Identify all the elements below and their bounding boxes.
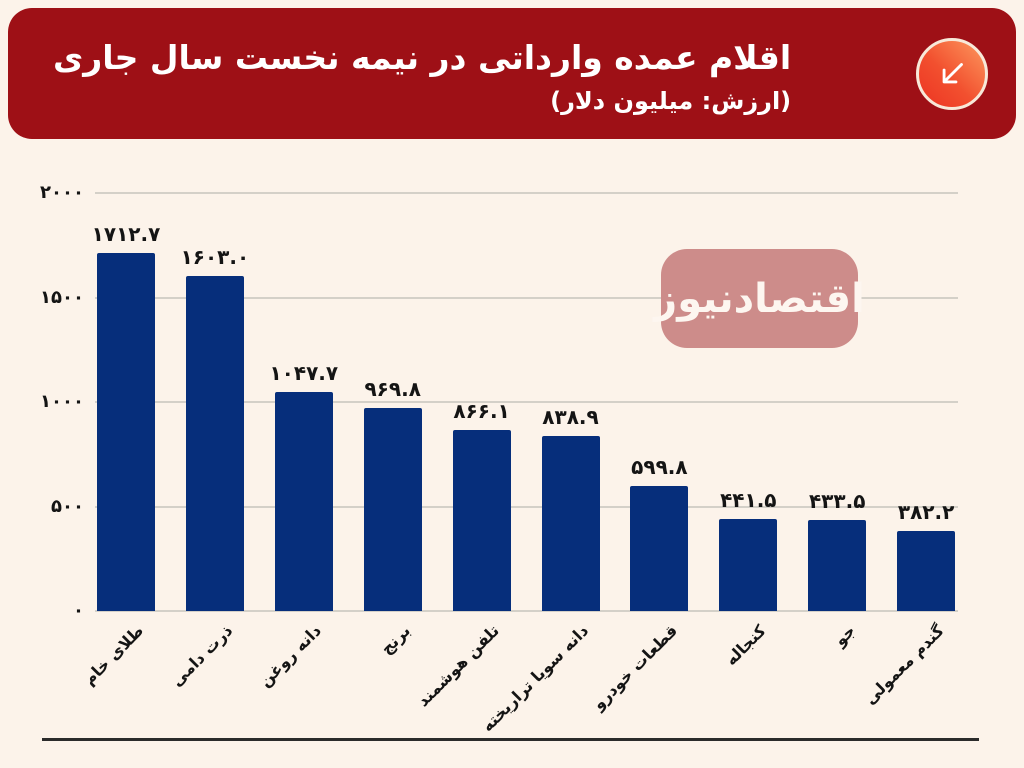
bar-value-label: ۸۳۸.۹ <box>542 404 599 429</box>
bar-value-label: ۴۴۱.۵ <box>720 487 777 512</box>
y-axis-tick-label: ۰ <box>73 600 84 621</box>
gridline <box>95 505 958 508</box>
y-axis-tick-label: ۲۰۰۰ <box>40 182 84 203</box>
bar <box>97 253 155 611</box>
bar-value-label: ۳۸۲.۲ <box>897 500 955 525</box>
page-title: اقلام عمده وارداتی در نیمه نخست سال جاری <box>53 38 792 77</box>
page-subtitle: (ارزش: میلیون دلار) <box>550 87 792 115</box>
x-axis-category-label: گندم معمولی <box>860 621 948 709</box>
gridline <box>95 296 958 299</box>
bar <box>541 435 600 611</box>
x-axis-category-label: قطعات خودرو <box>588 621 681 714</box>
bar-value-label: ۱۶۰۳.۰ <box>180 244 250 269</box>
bar-value-label: ۱۷۱۲.۷ <box>91 222 161 247</box>
bar-value-label: ۹۶۹.۸ <box>364 377 421 402</box>
gridline <box>95 401 958 403</box>
footer-divider-line <box>42 738 979 741</box>
bar <box>185 275 244 611</box>
bar-value-label: ۵۹۹.۸ <box>631 454 688 479</box>
x-axis-category-label: برنج <box>377 621 415 659</box>
x-axis-category-label: تلفن هوشمند <box>413 621 504 711</box>
x-axis-category-label: دانه روغن <box>255 621 326 691</box>
watermark-logo-text: اقتصادنیوز <box>654 275 865 322</box>
gridline <box>95 610 958 612</box>
x-axis-category-label: طلای خام <box>79 621 148 689</box>
y-axis-tick-label: ۵۰۰ <box>51 495 84 517</box>
bar <box>719 518 778 611</box>
bar-value-label: ۴۳۳.۵ <box>808 489 866 514</box>
bar-value-label: ۱۰۴۷.۷ <box>269 361 339 386</box>
header-text-block: اقلام عمده وارداتی در نیمه نخست سال جاری… <box>53 34 791 120</box>
bar <box>274 392 333 611</box>
bar <box>452 429 511 611</box>
x-axis-category-label: جو <box>829 621 859 650</box>
y-axis-tick-label: ۱۰۰۰ <box>40 391 84 412</box>
watermark-logo: اقتصادنیوز <box>654 249 865 348</box>
bar <box>808 520 867 611</box>
bar <box>897 531 956 611</box>
bar <box>630 485 689 611</box>
x-axis-category-label: ذرت دامی <box>167 621 237 691</box>
header-banner: اقلام عمده وارداتی در نیمه نخست سال جاری… <box>8 8 1016 139</box>
bar <box>363 408 422 611</box>
y-axis-tick-label: ۱۵۰۰ <box>40 286 84 308</box>
gridline <box>95 192 958 194</box>
bar-value-label: ۸۶۶.۱ <box>453 398 510 423</box>
x-axis-category-label: کنجاله <box>721 621 770 670</box>
arrow-down-left-icon <box>916 38 988 110</box>
